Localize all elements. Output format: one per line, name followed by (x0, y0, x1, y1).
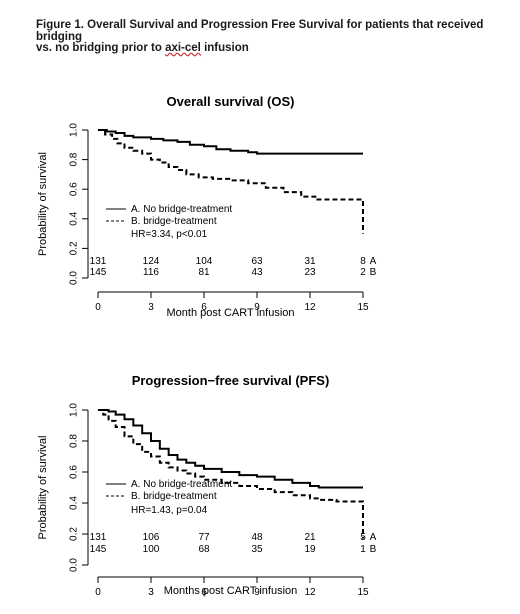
pfs-y-tick-label: 0.8 (69, 434, 80, 448)
pfs-risk-count: 106 (143, 532, 160, 543)
pfs-title: Progression−free survival (PFS) (132, 373, 330, 388)
os-y-tick-label: 0.2 (69, 241, 80, 255)
pfs-x-tick-label: 12 (304, 587, 316, 598)
pfs-x-tick-label: 0 (95, 587, 101, 598)
pfs-y-tick-label: 0.0 (69, 558, 80, 572)
pfs-series-b-curve (98, 409, 364, 539)
pfs-hazard-ratio: HR=1.43, p=0.04 (131, 505, 208, 516)
os-y-tick-label: 0.0 (69, 271, 80, 285)
pfs-risk-count: 1 (360, 544, 366, 555)
caption-underlined-word: axi-cel (165, 42, 201, 54)
os-risk-count: 2 (360, 267, 366, 278)
pfs-risk-count: 5 (360, 532, 366, 543)
pfs-legend-label-a: A. No bridge-treatment (131, 479, 232, 490)
pfs-risk-count: 131 (90, 532, 107, 543)
pfs-risk-count: 100 (143, 544, 160, 555)
pfs-x-axis-label: Months post CART infusion (164, 585, 298, 597)
os-risk-count: 31 (304, 256, 316, 267)
os-x-tick-label: 6 (201, 302, 207, 313)
os-series-a-curve (98, 129, 363, 155)
os-risk-count: 124 (143, 256, 160, 267)
pfs-risk-count: 48 (251, 532, 263, 543)
os-risk-count: 104 (196, 256, 213, 267)
pfs-x-tick-label: 15 (357, 587, 369, 598)
os-panel: Overall survival (OS) 0.0 0.2 0.4 0.6 0.8 1.0 P… (37, 94, 377, 319)
pfs-risk-count: 21 (304, 532, 316, 543)
pfs-y-tick-label: 1.0 (69, 403, 80, 417)
pfs-risk-count: 19 (304, 544, 316, 555)
os-legend-label-b: B. bridge-treatment (131, 216, 217, 227)
pfs-risk-count: 145 (90, 544, 107, 555)
os-x-tick-label: 3 (148, 302, 154, 313)
os-x-tick-label: 0 (95, 302, 101, 313)
os-risk-count: 145 (90, 267, 107, 278)
os-risk-count: 43 (251, 267, 263, 278)
os-y-tick-label: 0.6 (69, 182, 80, 196)
pfs-y-tick-label: 0.6 (69, 465, 80, 479)
os-risk-count: 81 (198, 267, 210, 278)
os-x-tick-label: 9 (254, 302, 260, 313)
os-title: Overall survival (OS) (167, 94, 295, 109)
caption-suffix: infusion (200, 42, 249, 54)
os-legend-label-a: A. No bridge-treatment (131, 204, 232, 215)
os-x-axis-label: Month post CART infusion (167, 307, 295, 319)
pfs-risk-row-label: B (370, 544, 377, 555)
os-risk-count: 63 (251, 256, 263, 267)
os-x-tick-label: 12 (304, 302, 316, 313)
os-risk-count: 116 (143, 267, 159, 278)
pfs-y-axis-label: Probability of survival (37, 436, 49, 540)
pfs-risk-count: 35 (251, 544, 263, 555)
os-y-tick-label: 0.4 (69, 211, 80, 225)
pfs-risk-count: 77 (198, 532, 210, 543)
pfs-x-tick-label: 9 (254, 587, 260, 598)
os-risk-count: 23 (304, 267, 316, 278)
os-y-tick-label: 1.0 (69, 123, 80, 137)
pfs-risk-count: 68 (198, 544, 210, 555)
os-risk-row-label: B (370, 267, 377, 278)
pfs-y-tick-label: 0.2 (69, 527, 80, 541)
os-y-tick-label: 0.8 (69, 152, 80, 166)
pfs-risk-row-label: A (370, 532, 377, 543)
pfs-x-tick-label: 3 (148, 587, 154, 598)
pfs-series-a-curve (98, 409, 363, 489)
pfs-y-tick-label: 0.4 (69, 496, 80, 510)
figure-caption-line1: Figure 1. Overall Survival and Progressi… (36, 19, 484, 43)
os-y-axis-label: Probability of survival (37, 152, 49, 256)
pfs-x-tick-label: 6 (201, 587, 207, 598)
pfs-panel: Progression−free survival (PFS) 0.0 0.2 0.4… (37, 373, 377, 598)
os-risk-count: 131 (90, 256, 107, 267)
os-series-b-curve (98, 129, 364, 234)
os-x-tick-label: 15 (357, 302, 369, 313)
pfs-legend-label-b: B. bridge-treatment (131, 491, 217, 502)
os-hazard-ratio: HR=3.34, p<0.01 (131, 229, 208, 240)
caption-prefix: vs. no bridging prior to (36, 42, 166, 54)
figure-caption-line2: vs. no bridging prior to axi-cel infusio… (36, 42, 506, 54)
os-risk-count: 8 (360, 256, 366, 267)
os-risk-row-label: A (370, 256, 377, 267)
